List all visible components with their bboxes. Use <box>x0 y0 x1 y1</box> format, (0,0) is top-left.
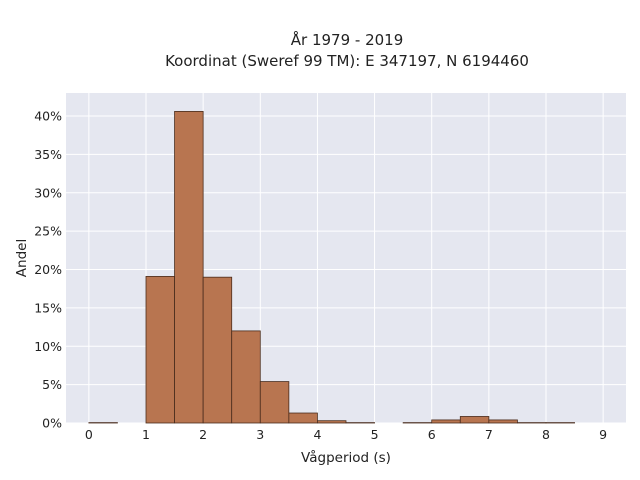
y-tick-label: 10% <box>34 339 62 354</box>
histogram-bar <box>431 419 461 424</box>
histogram-bar <box>459 416 490 424</box>
y-tick-label: 15% <box>34 300 62 315</box>
x-tick-label: 1 <box>142 427 150 442</box>
histogram-bar <box>145 276 175 424</box>
chart-subtitle: Koordinat (Sweref 99 TM): E 347197, N 61… <box>165 52 529 70</box>
x-tick-label: 9 <box>599 427 607 442</box>
y-axis-ticks: 0% 5% 10% 15% 20% 25% 30% 35% 40% <box>34 109 62 431</box>
histogram-bar <box>259 381 290 424</box>
y-tick-label: 35% <box>34 147 62 162</box>
x-tick-label: 8 <box>542 427 550 442</box>
y-tick-label: 5% <box>42 377 62 392</box>
x-axis-label: Vågperiod (s) <box>301 449 391 466</box>
x-tick-label: 3 <box>256 427 264 442</box>
x-tick-label: 0 <box>85 427 93 442</box>
histogram-bar <box>174 111 204 424</box>
y-tick-label: 40% <box>34 109 62 124</box>
y-tick-label: 0% <box>42 416 62 431</box>
histogram-bar <box>488 419 518 424</box>
x-tick-label: 4 <box>313 427 321 442</box>
bars <box>88 111 575 424</box>
x-tick-label: 5 <box>371 427 379 442</box>
chart-title: År 1979 - 2019 <box>291 30 404 49</box>
histogram-bar <box>288 412 318 424</box>
x-tick-label: 2 <box>199 427 207 442</box>
y-tick-label: 25% <box>34 224 62 239</box>
x-tick-label: 6 <box>428 427 436 442</box>
x-axis-ticks: 0 1 2 3 4 5 6 7 8 9 <box>85 427 607 442</box>
histogram-bar <box>231 330 261 424</box>
histogram-bar <box>317 420 347 424</box>
y-tick-label: 30% <box>34 185 62 200</box>
y-tick-label: 20% <box>34 262 62 277</box>
x-tick-label: 7 <box>485 427 493 442</box>
y-axis-label: Andel <box>14 239 30 277</box>
histogram-bar <box>202 276 233 424</box>
